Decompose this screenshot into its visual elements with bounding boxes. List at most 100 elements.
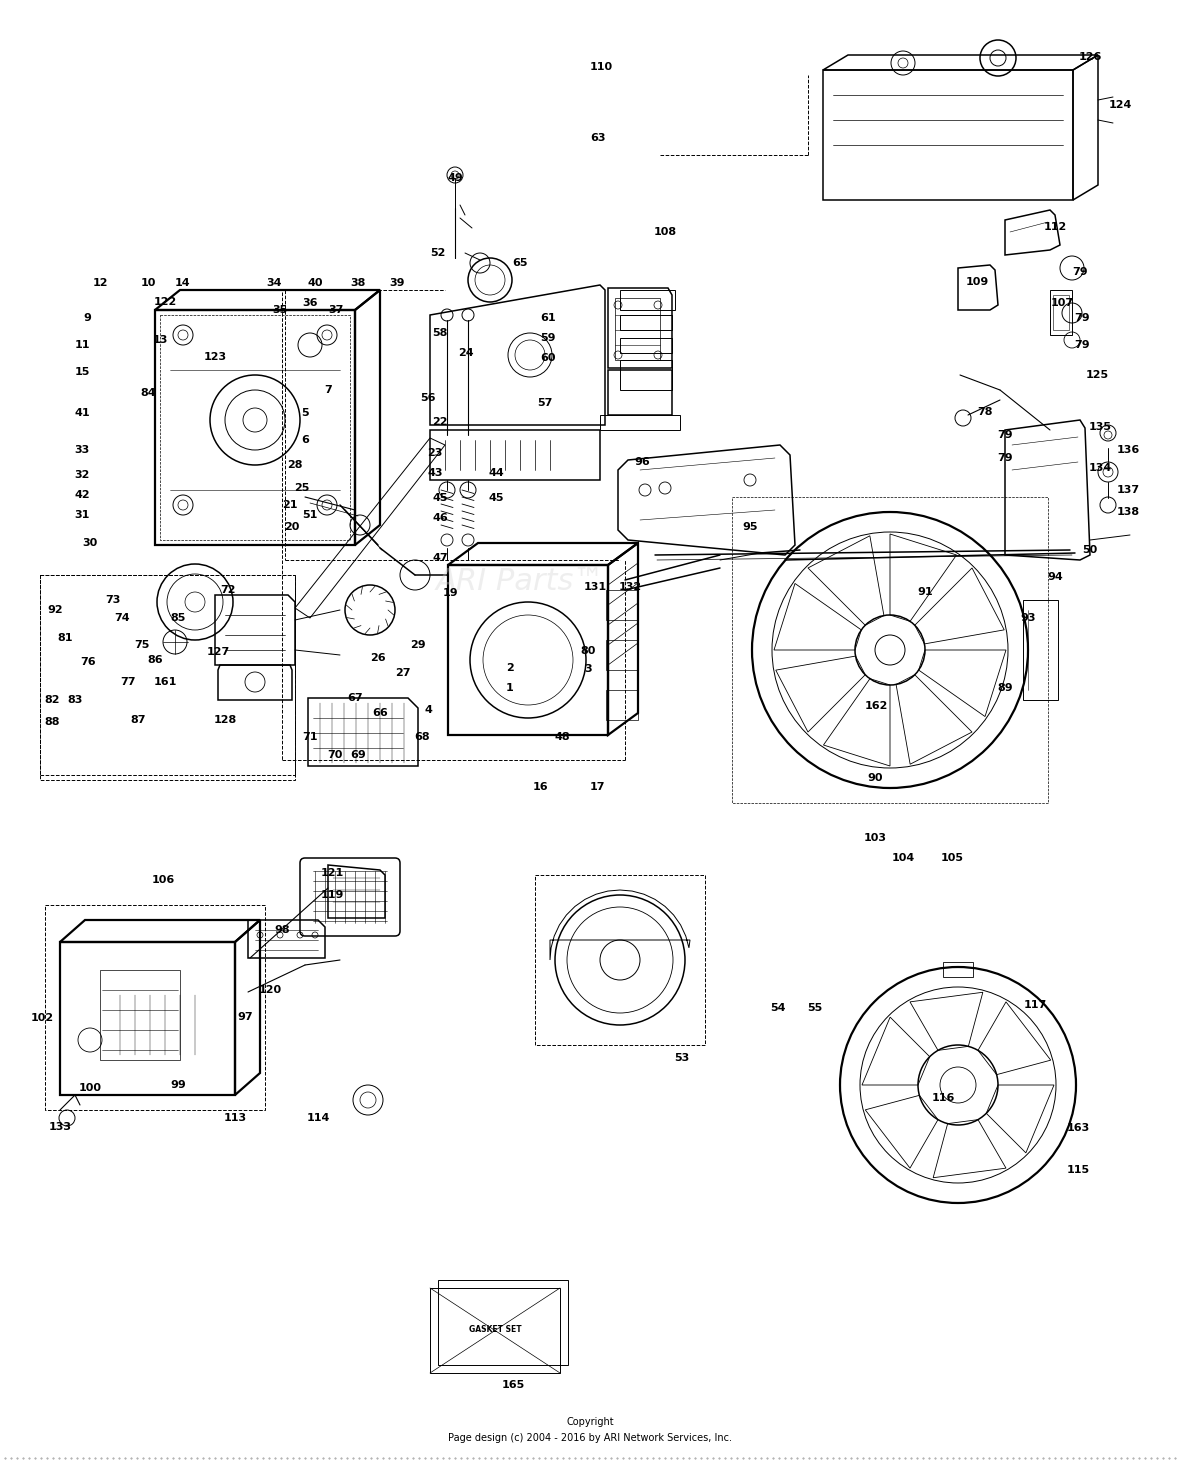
Text: 72: 72 [221, 585, 236, 595]
Text: 90: 90 [867, 773, 883, 783]
Text: 79: 79 [1073, 267, 1088, 277]
Text: 128: 128 [214, 715, 237, 726]
Text: 14: 14 [175, 279, 191, 287]
Text: 11: 11 [74, 340, 90, 350]
Text: 102: 102 [31, 1013, 53, 1023]
Text: 107: 107 [1050, 298, 1074, 308]
Text: 38: 38 [350, 279, 366, 287]
Text: 49: 49 [447, 173, 463, 183]
Text: 32: 32 [74, 471, 90, 479]
Text: 88: 88 [45, 717, 60, 727]
Text: 33: 33 [74, 446, 90, 454]
Text: 86: 86 [148, 655, 163, 666]
Text: 25: 25 [294, 482, 309, 493]
Text: 122: 122 [153, 298, 177, 306]
Text: 133: 133 [48, 1121, 72, 1132]
Text: 123: 123 [203, 352, 227, 362]
Text: 27: 27 [395, 668, 411, 677]
Text: 52: 52 [431, 248, 446, 258]
Text: 24: 24 [458, 347, 474, 358]
Text: 79: 79 [997, 430, 1012, 440]
Text: 79: 79 [997, 453, 1012, 463]
Text: 83: 83 [67, 695, 83, 705]
Text: 55: 55 [807, 1003, 822, 1013]
Text: 63: 63 [590, 133, 605, 144]
Text: Page design (c) 2004 - 2016 by ARI Network Services, Inc.: Page design (c) 2004 - 2016 by ARI Netwo… [448, 1432, 732, 1443]
Text: 50: 50 [1082, 545, 1097, 556]
Text: 108: 108 [654, 227, 676, 237]
Text: 40: 40 [307, 279, 323, 287]
Text: 31: 31 [74, 510, 90, 520]
Text: 1: 1 [506, 683, 513, 693]
Bar [1050, 290, 1071, 336]
Text: 104: 104 [891, 853, 914, 863]
Text: 117: 117 [1023, 1000, 1047, 1010]
Text: 124: 124 [1108, 100, 1132, 110]
Text: 45: 45 [432, 493, 447, 503]
Text: 80: 80 [581, 647, 596, 655]
Text: 69: 69 [350, 751, 366, 759]
Text: 29: 29 [411, 641, 426, 649]
Text: 20: 20 [284, 522, 300, 532]
Text: 60: 60 [540, 353, 556, 364]
Text: 16: 16 [532, 781, 548, 792]
Text: 26: 26 [371, 652, 386, 663]
Text: 73: 73 [105, 595, 120, 605]
Bar [607, 589, 638, 620]
Text: 87: 87 [130, 715, 146, 726]
Text: 115: 115 [1067, 1165, 1089, 1176]
Text: 42: 42 [74, 490, 90, 500]
Text: 125: 125 [1086, 369, 1108, 380]
Text: 100: 100 [79, 1083, 101, 1094]
Text: 54: 54 [771, 1003, 786, 1013]
Text: 110: 110 [590, 62, 612, 72]
Text: 68: 68 [414, 732, 430, 742]
Text: 94: 94 [1047, 572, 1063, 582]
Text: 105: 105 [940, 853, 964, 863]
Text: 112: 112 [1043, 221, 1067, 232]
Text: 21: 21 [282, 500, 297, 510]
Text: 23: 23 [427, 449, 442, 457]
Text: 79: 79 [1074, 340, 1090, 350]
Text: 10: 10 [140, 279, 156, 287]
Text: 58: 58 [432, 328, 447, 339]
Text: 51: 51 [302, 510, 317, 520]
Text: ARI Parts™: ARI Parts™ [435, 567, 604, 597]
Text: 93: 93 [1021, 613, 1036, 623]
Text: 78: 78 [977, 408, 992, 416]
Bar [607, 641, 638, 670]
Text: 61: 61 [540, 314, 556, 323]
Text: 4: 4 [424, 705, 432, 715]
Text: 136: 136 [1116, 446, 1140, 454]
Text: 82: 82 [45, 695, 60, 705]
Text: 34: 34 [267, 279, 282, 287]
Text: 12: 12 [92, 279, 107, 287]
Text: 35: 35 [273, 305, 288, 315]
Text: 57: 57 [537, 397, 552, 408]
Text: 67: 67 [347, 693, 362, 704]
Text: 103: 103 [864, 833, 886, 843]
Text: Copyright: Copyright [566, 1418, 614, 1426]
Text: 121: 121 [321, 868, 343, 878]
Text: 45: 45 [489, 493, 504, 503]
Text: 65: 65 [512, 258, 527, 268]
Text: 131: 131 [583, 582, 607, 592]
Bar [1053, 295, 1069, 330]
Bar [438, 1280, 568, 1365]
Text: 59: 59 [540, 333, 556, 343]
Text: 44: 44 [489, 468, 504, 478]
Text: 39: 39 [389, 279, 405, 287]
Text: 74: 74 [114, 613, 130, 623]
Text: 22: 22 [432, 416, 447, 427]
Text: 109: 109 [965, 277, 989, 287]
Bar [430, 1289, 560, 1374]
Text: 71: 71 [302, 732, 317, 742]
Bar [40, 575, 295, 780]
Text: 37: 37 [328, 305, 343, 315]
Text: 76: 76 [80, 657, 96, 667]
Bar [535, 875, 704, 1045]
Text: 91: 91 [917, 586, 933, 597]
Text: 7: 7 [324, 386, 332, 394]
Text: 120: 120 [258, 985, 282, 995]
Text: 138: 138 [1116, 507, 1140, 517]
